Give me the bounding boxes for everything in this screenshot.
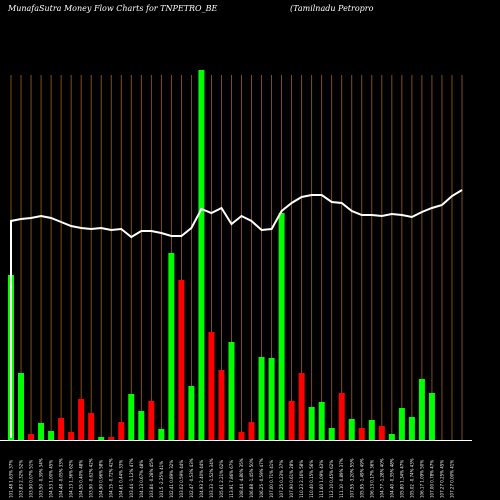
- x-tick-labels: 101.48 1.63% 37% 103.83 2.32% 52% 103.90 0…: [9, 458, 455, 498]
- bar: [378, 426, 385, 440]
- bar: [98, 437, 105, 440]
- bar: [288, 401, 295, 440]
- bar: [68, 432, 75, 440]
- x-tick-label: 104.93 2.40% 44%: [199, 460, 204, 498]
- bar: [308, 407, 315, 440]
- bar: [338, 393, 345, 440]
- chart-title: MunafaSutra Money Flow Charts for TNPETR…: [7, 4, 217, 13]
- bar: [158, 429, 165, 440]
- x-tick-label: 108.44 -4.80% 35%: [239, 458, 244, 498]
- bar: [18, 373, 25, 440]
- bar: [398, 408, 405, 440]
- bar: [208, 332, 215, 440]
- x-tick-label: 105.80 1.34% 47%: [399, 460, 404, 498]
- bar: [188, 386, 195, 440]
- bar: [268, 358, 275, 440]
- x-tick-label: 104.13 1.36% 62%: [69, 460, 74, 498]
- bar: [298, 373, 305, 440]
- x-tick-label: 105.61 2.21% 62%: [219, 460, 224, 498]
- x-tick-label: 103.44 -1.12% 47%: [129, 458, 134, 498]
- bar: [418, 379, 425, 440]
- bar: [58, 418, 65, 440]
- x-tick-label: 106.88 -1.45% 50%: [249, 458, 254, 498]
- x-tick-label: 107.25 0.23% 37%: [279, 460, 284, 498]
- x-tick-label: 107.90 0.61% 28%: [289, 460, 294, 498]
- x-tick-label: 103.90 -0.62% 42%: [89, 458, 94, 498]
- x-tick-label: 113.91 7.86% 67%: [229, 460, 234, 498]
- x-tick-label: 101.5 -2.25% 41%: [159, 461, 164, 498]
- x-tick-label: 103.90 0.07% 51%: [29, 460, 34, 498]
- x-tick-label: 102.41 0.89% 32%: [169, 460, 174, 498]
- bar: [168, 253, 175, 440]
- x-tick-label: 110.40 0.15% 56%: [309, 460, 314, 498]
- bar: [178, 280, 185, 440]
- x-tick-label: 104.48 -0.05% 33%: [59, 458, 64, 498]
- x-tick-label: 104.13 0.67% 48%: [139, 460, 144, 498]
- bar: [318, 402, 325, 440]
- x-tick-label: 105.02 -0.74% 43%: [409, 458, 414, 498]
- bar: [218, 370, 225, 440]
- x-tick-label: 104.90 0.96% 58%: [99, 460, 104, 498]
- bar: [28, 434, 35, 440]
- bar: [408, 417, 415, 440]
- bar: [258, 357, 265, 440]
- x-tick-label: 103.02 0.59% 44%: [179, 460, 184, 498]
- bar: [358, 428, 365, 440]
- x-tick-label: 106.17 1.09% 50%: [419, 460, 424, 498]
- price-line: [10, 189, 463, 438]
- x-tick-label: 104.55 0.40% 48%: [79, 460, 84, 498]
- x-tick-label: 103.83 2.32% 52%: [19, 460, 24, 498]
- bar: [138, 411, 145, 440]
- bar: [388, 434, 395, 440]
- x-tick-label: 112.10 0.45% 62%: [329, 460, 334, 498]
- bar: [118, 422, 125, 440]
- x-tick-label: 104.40 -0.35% 48%: [389, 458, 394, 498]
- x-tick-label: 104.15 -0.72% 42%: [109, 458, 114, 498]
- bar: [278, 213, 285, 440]
- x-tick-label: 107.55 -3.20% 55%: [349, 458, 354, 498]
- x-tick-label: 101.48 1.63% 37%: [9, 460, 14, 498]
- bar: [238, 432, 245, 440]
- x-tick-label: 111.10 -0.89% 37%: [339, 458, 344, 498]
- x-tick-label: 104.53 1.00% 45%: [49, 460, 54, 498]
- bar: [198, 70, 205, 440]
- x-tick-label: 103.84 -0.28% 45%: [149, 458, 154, 498]
- x-tick-label: 107.00 0.71% 41%: [269, 460, 274, 498]
- x-tick-label: 111.60 1.09% 43%: [319, 460, 324, 498]
- x-tick-label: 104.77 -1.28% 40%: [379, 458, 384, 498]
- bar: [248, 422, 255, 440]
- x-tick-label: 105.95 -1.49% 49%: [359, 458, 364, 498]
- bar: [38, 423, 45, 440]
- bar: [328, 428, 335, 440]
- x-tick-label: 106.25 -0.59% 47%: [259, 458, 264, 498]
- bar: [48, 431, 55, 440]
- bar: [148, 401, 155, 440]
- x-tick-label: 104.61 0.44% 33%: [119, 460, 124, 498]
- chart-subtitle: (Tamilnadu Petropro: [290, 4, 374, 13]
- bar: [128, 394, 135, 440]
- bar: [108, 437, 115, 440]
- x-tick-label: 107.27 0.00% 41%: [449, 460, 454, 498]
- bar: [348, 419, 355, 440]
- x-tick-label: 103.50 -0.39% 34%: [39, 458, 44, 498]
- bar: [368, 420, 375, 440]
- bar: [228, 342, 235, 440]
- x-tick-label: 107.27 0.25% 45%: [439, 460, 444, 498]
- x-tick-label: 102.47 -0.53% 43%: [189, 458, 194, 498]
- x-tick-label: 106.13 0.17% 36%: [369, 460, 374, 498]
- x-tick-label: 103.33 -1.52% 34%: [209, 458, 214, 498]
- bar: [78, 399, 85, 440]
- x-tick-label: 107.00 0.78% 47%: [429, 460, 434, 498]
- bar: [88, 413, 95, 440]
- x-tick-label: 110.23 2.16% 58%: [299, 460, 304, 498]
- bar: [428, 393, 435, 440]
